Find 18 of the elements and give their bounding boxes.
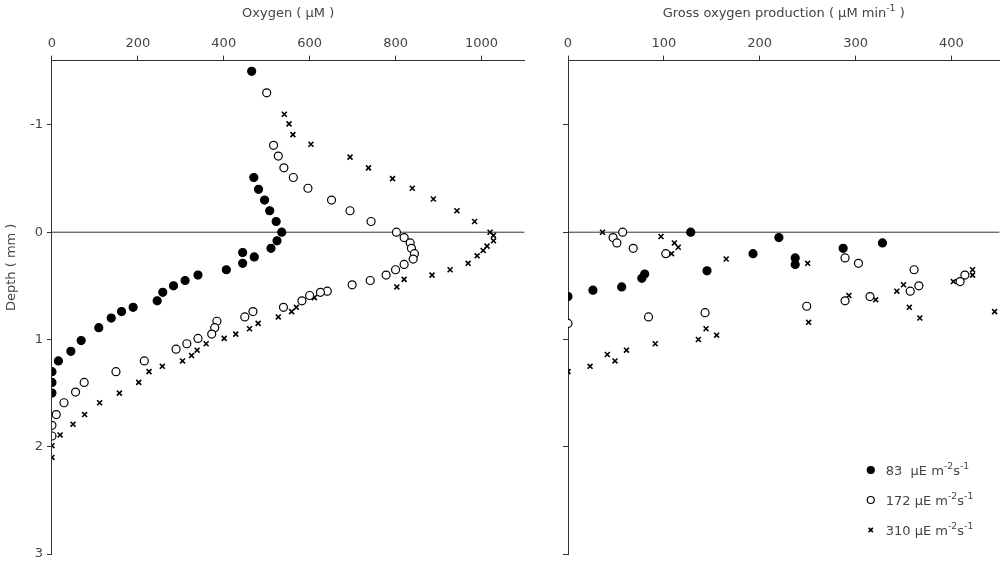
x-tick-label: 0: [563, 35, 573, 51]
x-tick-label: 800: [383, 35, 408, 51]
y-tick-label: 2: [34, 438, 43, 454]
x-tick-label: 400: [939, 35, 964, 51]
x-tick-label: 1000: [464, 35, 498, 51]
y-tick-label: 3: [34, 545, 43, 561]
x-tick-label: 200: [747, 35, 773, 51]
y-tick-label: 0: [34, 223, 43, 239]
x-axis-title: Oxygen ( µM ): [242, 5, 335, 21]
x-tick-label: 300: [843, 35, 869, 51]
x-tick-label: 100: [651, 35, 677, 51]
x-tick-label: 400: [211, 35, 237, 51]
x-tick-label: 0: [47, 35, 57, 51]
x-tick-label: 600: [297, 35, 323, 51]
y-axis-title: Depth ( mm ): [3, 223, 19, 312]
x-tick-label: 200: [125, 35, 151, 51]
y-tick-label: -1: [29, 116, 43, 132]
y-tick-label: 1: [34, 330, 43, 346]
